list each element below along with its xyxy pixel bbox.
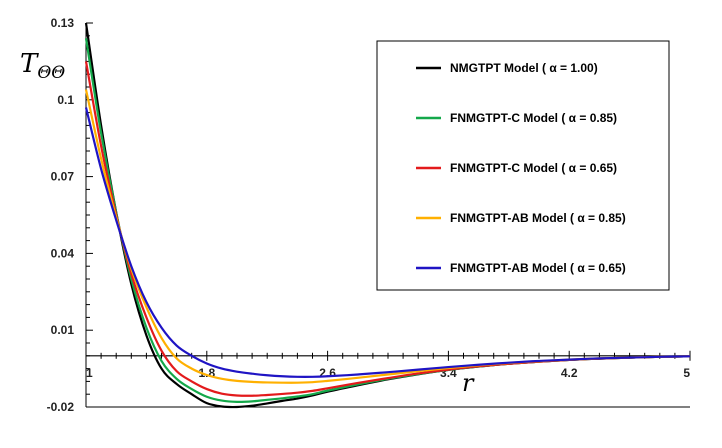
y-tick-label: 0.13	[51, 16, 75, 30]
legend-label-4: FNMGTPT-AB Model ( α = 0.85)	[450, 211, 626, 225]
x-tick-label: 2.6	[319, 366, 336, 380]
y-axis-title: TΘΘ	[20, 49, 65, 83]
y-tick-label: 0.01	[51, 323, 75, 337]
axes: 0.130.10.070.040.01-0.021 1.8 2.6 3.4 4.2 5	[47, 16, 691, 414]
y-tick-label: -0.02	[47, 400, 75, 414]
legend: NMGTPT Model ( α = 1.00) FNMGTPT-C Model …	[376, 40, 670, 291]
y-tick-label: 0.07	[51, 170, 75, 184]
y-tick-label: 0.04	[51, 246, 75, 260]
x-tick-label: 1	[86, 366, 93, 380]
x-tick-label: 4.2	[561, 366, 578, 380]
legend-label-1: NMGTPT Model ( α = 1.00)	[450, 61, 598, 75]
legend-label-3: FNMGTPT-C Model ( α = 0.65)	[450, 161, 617, 175]
x-tick-label: 5	[683, 366, 690, 380]
legend-label-2: FNMGTPT-C Model ( α = 0.85)	[450, 111, 617, 125]
y-tick-label: 0.1	[57, 93, 74, 107]
legend-label-5: FNMGTPT-AB Model ( α = 0.65)	[450, 261, 626, 275]
series-line-5	[84, 107, 691, 378]
x-axis-title: r	[462, 369, 475, 397]
legend-box	[376, 40, 670, 291]
series-lines	[84, 22, 691, 409]
y-axis-title-subscript: ΘΘ	[37, 63, 65, 83]
